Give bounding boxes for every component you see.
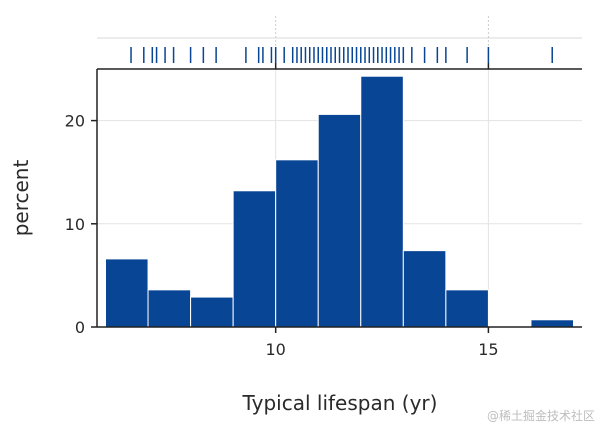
x-ticks: 10 15 — [266, 63, 499, 359]
y-tick-label-20: 20 — [65, 112, 85, 131]
x-axis-title: Typical lifespan (yr) — [242, 391, 438, 415]
histogram-bar-10 — [530, 319, 574, 328]
plot-area: 10 15 0 10 20 — [65, 63, 582, 359]
y-ticks: 0 10 20 — [65, 112, 97, 337]
histogram-bar-1 — [147, 289, 192, 328]
histogram-bar-0 — [105, 258, 149, 328]
y-axis-title: percent — [9, 160, 33, 237]
rug-marks — [130, 47, 553, 63]
y-tick-label-10: 10 — [65, 215, 85, 234]
rug-panel — [97, 16, 582, 69]
histogram-bar-4 — [275, 159, 319, 328]
histogram-bar-5 — [317, 113, 362, 328]
histogram-bar-7 — [402, 250, 447, 328]
y-tick-label-0: 0 — [75, 318, 85, 337]
x-tick-label-10: 10 — [266, 340, 286, 359]
watermark-text: @稀土掘金技术社区 — [487, 408, 595, 423]
histogram-bar-3 — [232, 190, 277, 328]
histogram-bar-8 — [445, 289, 489, 328]
bars — [105, 75, 574, 328]
x-tick-label-15: 15 — [478, 340, 498, 359]
histogram-bar-2 — [190, 296, 234, 328]
histogram-bar-6 — [360, 75, 404, 328]
